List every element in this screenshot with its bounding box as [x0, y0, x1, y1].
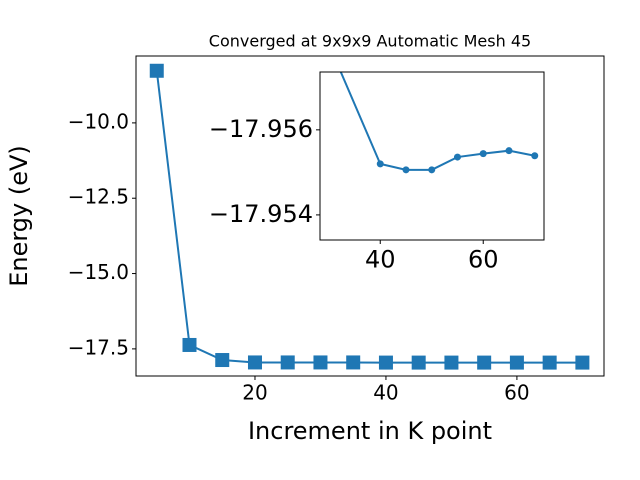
series-line — [339, 72, 535, 171]
marker — [313, 355, 328, 370]
marker — [376, 160, 384, 168]
x-tick-label: 40 — [373, 381, 398, 405]
axes-frame — [319, 71, 545, 241]
marker — [280, 355, 295, 370]
x-tick-label: 60 — [504, 381, 529, 405]
marker — [215, 353, 230, 368]
x-tick-label: 40 — [365, 245, 396, 273]
chart-title: Converged at 9x9x9 Automatic Mesh 45 — [209, 32, 531, 51]
y-tick-label: −17.5 — [68, 335, 129, 359]
x-axis-label: Increment in K point — [248, 417, 492, 445]
marker — [247, 355, 262, 370]
marker — [505, 147, 513, 155]
x-tick-label: 20 — [242, 381, 267, 405]
x-tick-label: 60 — [468, 245, 499, 273]
marker — [479, 150, 487, 158]
marker — [378, 355, 393, 370]
axes-frame — [135, 55, 605, 377]
marker — [477, 355, 492, 370]
marker — [411, 355, 426, 370]
marker — [346, 355, 361, 370]
marker — [149, 63, 164, 78]
plot-area — [339, 72, 539, 174]
y-tick-label: −12.5 — [68, 185, 129, 209]
marker — [182, 337, 197, 352]
marker — [428, 166, 436, 174]
marker — [444, 355, 459, 370]
marker — [542, 355, 557, 370]
y-tick-label: −10.0 — [68, 109, 129, 133]
inset-background — [320, 72, 544, 240]
marker — [575, 355, 590, 370]
marker — [531, 152, 539, 160]
y-tick-label: −17.956 — [209, 115, 313, 143]
y-axis-label: Energy (eV) — [5, 145, 33, 287]
y-tick-label: −17.954 — [209, 200, 313, 228]
marker — [402, 166, 410, 174]
marker — [509, 355, 524, 370]
y-tick-label: −15.0 — [68, 260, 129, 284]
marker — [453, 153, 461, 161]
plot-area — [149, 63, 590, 370]
